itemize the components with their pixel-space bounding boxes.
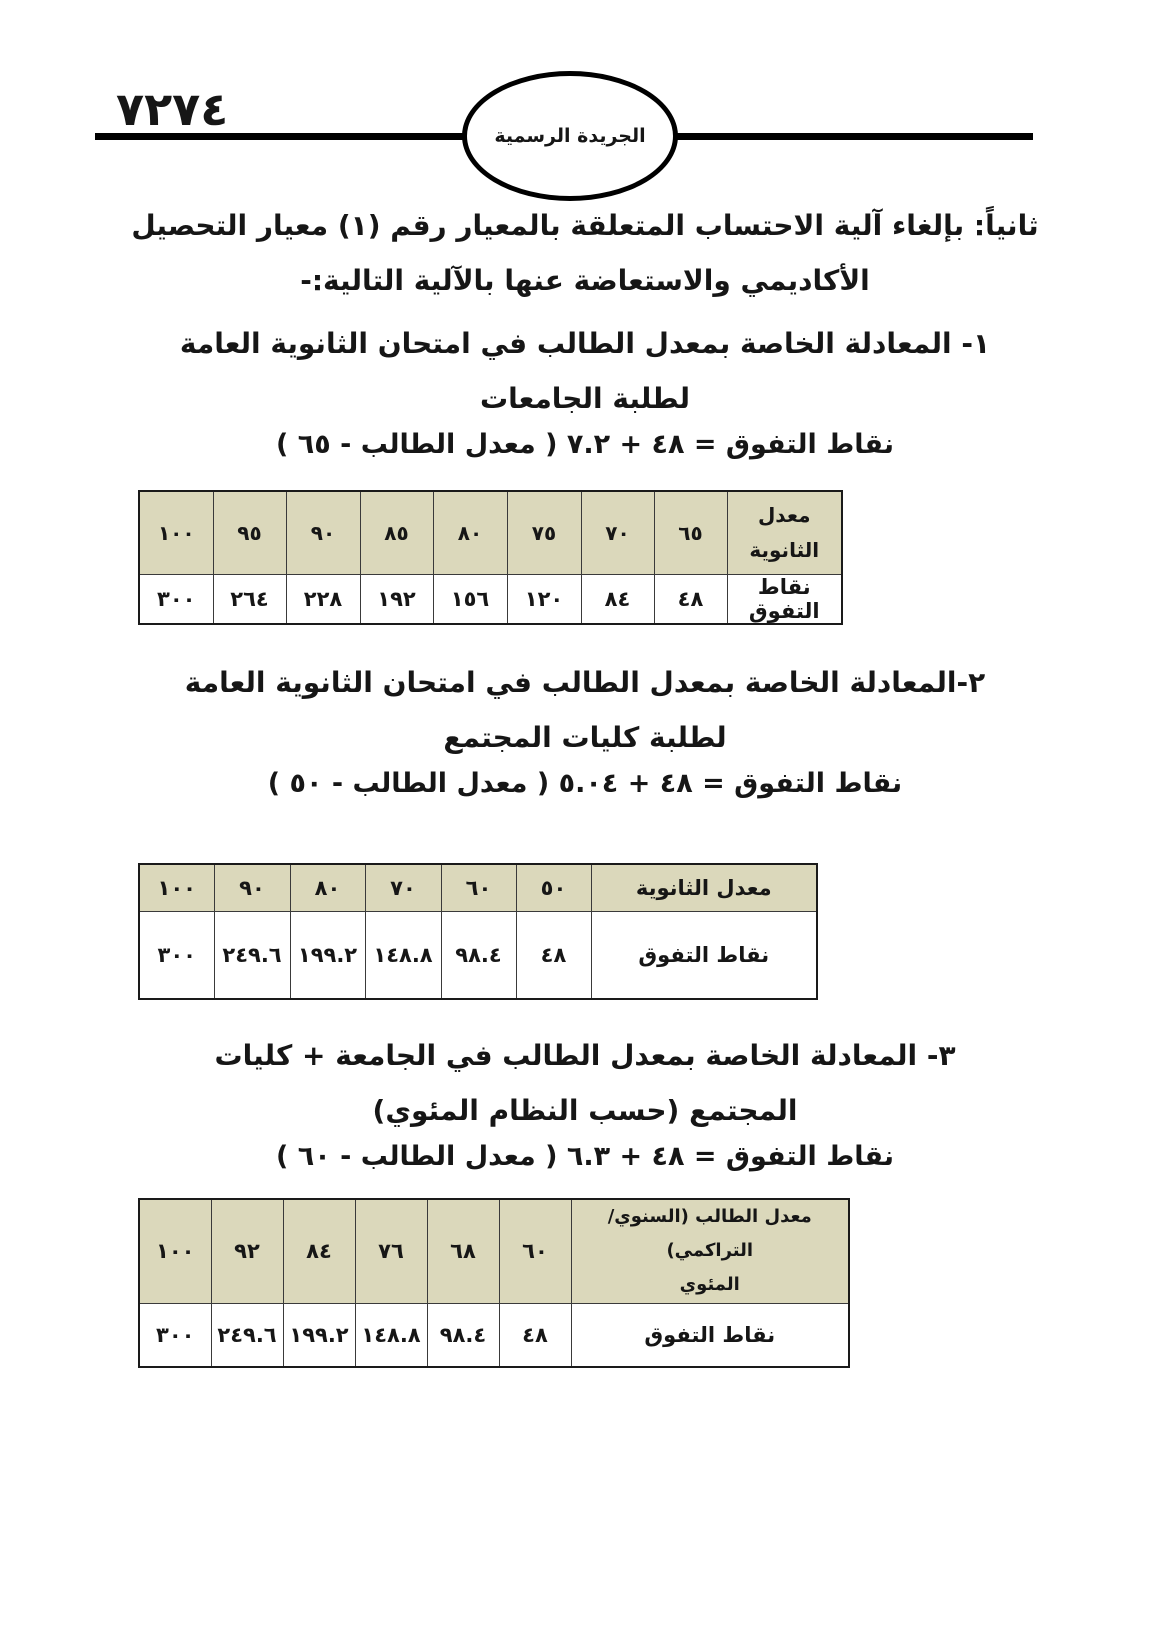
header-value: ٨٥ xyxy=(359,490,434,575)
header-value: ٧٠ xyxy=(580,490,655,575)
header-value: ٦٠ xyxy=(498,1198,572,1304)
header-value: ٦٨ xyxy=(426,1198,500,1304)
header-value: ٩٠ xyxy=(213,863,291,912)
intro-line: الأكاديمي والاستعاضة عنها بالآلية التالي… xyxy=(300,264,870,297)
page-header: ٧٢٧٤ الجريدة الرسمية xyxy=(0,0,1170,201)
cell-value: ١٩٩.٢ xyxy=(282,1302,356,1368)
cell-value: ٢٢٨ xyxy=(285,574,361,625)
cell-value: ٨٤ xyxy=(580,574,655,625)
section-3-heading: ٣- المعادلة الخاصة بمعدل الطالب في الجام… xyxy=(0,1028,1170,1138)
cell-value: ٣٠٠ xyxy=(138,911,215,1000)
section-3-equation: نقاط التفوق = ٤٨ + ٦.٣ ( معدل الطالب - ٦… xyxy=(276,1141,894,1172)
header-value: ١٠٠ xyxy=(138,1198,212,1304)
cell-value: ١٩٢ xyxy=(359,574,434,625)
section-1-heading-line: ١- المعادلة الخاصة بمعدل الطالب في امتحا… xyxy=(179,327,991,360)
table-row: نقاط التفوق ٤٨ ٩٨.٤ ١٤٨.٨ ١٩٩.٢ ٢٤٩.٦ ٣٠… xyxy=(138,1302,850,1368)
section-3-heading-line: المجتمع (حسب النظام المئوي) xyxy=(372,1094,798,1127)
row-label-points: نقاط التفوق xyxy=(590,911,818,1000)
intro-paragraph: ثانياً: بإلغاء آلية الاحتساب المتعلقة با… xyxy=(70,198,1100,308)
header-value: ١٠٠ xyxy=(138,863,215,912)
section-1-equation: نقاط التفوق = ٤٨ + ٧.٢ ( معدل الطالب - ٦… xyxy=(276,429,894,460)
cell-value: ٤٨ xyxy=(498,1302,572,1368)
section-2-equation: نقاط التفوق = ٤٨ + ٥.٠٤ ( معدل الطالب - … xyxy=(267,768,903,799)
cell-value: ٤٨ xyxy=(653,574,728,625)
header-value: ٥٠ xyxy=(515,863,592,912)
gazette-seal: الجريدة الرسمية xyxy=(462,71,678,201)
intro-line: ثانياً: بإلغاء آلية الاحتساب المتعلقة با… xyxy=(131,209,1039,242)
header-value: ٧٥ xyxy=(506,490,582,575)
gazette-title: الجريدة الرسمية xyxy=(494,125,646,147)
cell-value: ٣٠٠ xyxy=(138,574,214,625)
table-row: نقاط التفوق ٤٨ ٨٤ ١٢٠ ١٥٦ ١٩٢ ٢٢٨ ٢٦٤ ٣٠… xyxy=(138,574,843,625)
section-3-heading-line: ٣- المعادلة الخاصة بمعدل الطالب في الجام… xyxy=(214,1039,956,1072)
table-row: معدل الطالب (السنوي/التراكمي) المئوي ٦٠ … xyxy=(138,1198,850,1304)
row-label-points: نقاط التفوق xyxy=(570,1302,850,1368)
column-header-average: معدل الثانوية xyxy=(590,863,818,912)
header-value: ٦٠ xyxy=(440,863,517,912)
section-2-heading-line: ٢-المعادلة الخاصة بمعدل الطالب في امتحان… xyxy=(184,666,986,699)
cell-value: ١٩٩.٢ xyxy=(289,911,366,1000)
cell-value: ٢٤٩.٦ xyxy=(213,911,291,1000)
cell-value: ٣٠٠ xyxy=(138,1302,212,1368)
cell-value: ٢٤٩.٦ xyxy=(210,1302,284,1368)
header-value: ١٠٠ xyxy=(138,490,214,575)
section-2-heading-line: لطلبة كليات المجتمع xyxy=(443,721,727,754)
section-1-heading-line: لطلبة الجامعات xyxy=(480,382,690,415)
cell-value: ١٤٨.٨ xyxy=(364,911,442,1000)
column-header-average: معدل الطالب (السنوي/التراكمي) المئوي xyxy=(570,1198,850,1304)
table-row: نقاط التفوق ٤٨ ٩٨.٤ ١٤٨.٨ ١٩٩.٢ ٢٤٩.٦ ٣٠… xyxy=(138,911,818,1000)
header-value: ٩٢ xyxy=(210,1198,284,1304)
cell-value: ٩٨.٤ xyxy=(426,1302,500,1368)
header-value: ٦٥ xyxy=(653,490,728,575)
cell-value: ١٤٨.٨ xyxy=(354,1302,428,1368)
section-1-heading: ١- المعادلة الخاصة بمعدل الطالب في امتحا… xyxy=(0,316,1170,426)
header-value: ٧٦ xyxy=(354,1198,428,1304)
header-value: ٨٠ xyxy=(289,863,366,912)
header-value: ٩٠ xyxy=(285,490,361,575)
table-community-colleges: معدل الثانوية ٥٠ ٦٠ ٧٠ ٨٠ ٩٠ ١٠٠ نقاط ال… xyxy=(138,863,818,1000)
header-value: ٨٤ xyxy=(282,1198,356,1304)
column-header-average: معدل الثانوية xyxy=(726,490,843,575)
header-value: ٧٠ xyxy=(364,863,442,912)
table-universities: معدل الثانوية ٦٥ ٧٠ ٧٥ ٨٠ ٨٥ ٩٠ ٩٥ ١٠٠ ن… xyxy=(138,490,843,625)
header-value: ٩٥ xyxy=(212,490,287,575)
cell-value: ٤٨ xyxy=(515,911,592,1000)
section-2-heading: ٢-المعادلة الخاصة بمعدل الطالب في امتحان… xyxy=(0,655,1170,765)
cell-value: ١٢٠ xyxy=(506,574,582,625)
header-value: ٨٠ xyxy=(432,490,508,575)
table-row: معدل الثانوية ٦٥ ٧٠ ٧٥ ٨٠ ٨٥ ٩٠ ٩٥ ١٠٠ xyxy=(138,490,843,575)
cell-value: ١٥٦ xyxy=(432,574,508,625)
table-row: معدل الثانوية ٥٠ ٦٠ ٧٠ ٨٠ ٩٠ ١٠٠ xyxy=(138,863,818,912)
cell-value: ٩٨.٤ xyxy=(440,911,517,1000)
table-university-plus-community: معدل الطالب (السنوي/التراكمي) المئوي ٦٠ … xyxy=(138,1198,850,1368)
page-number: ٧٢٧٤ xyxy=(116,82,229,136)
row-label-points: نقاط التفوق xyxy=(726,574,843,625)
cell-value: ٢٦٤ xyxy=(212,574,287,625)
